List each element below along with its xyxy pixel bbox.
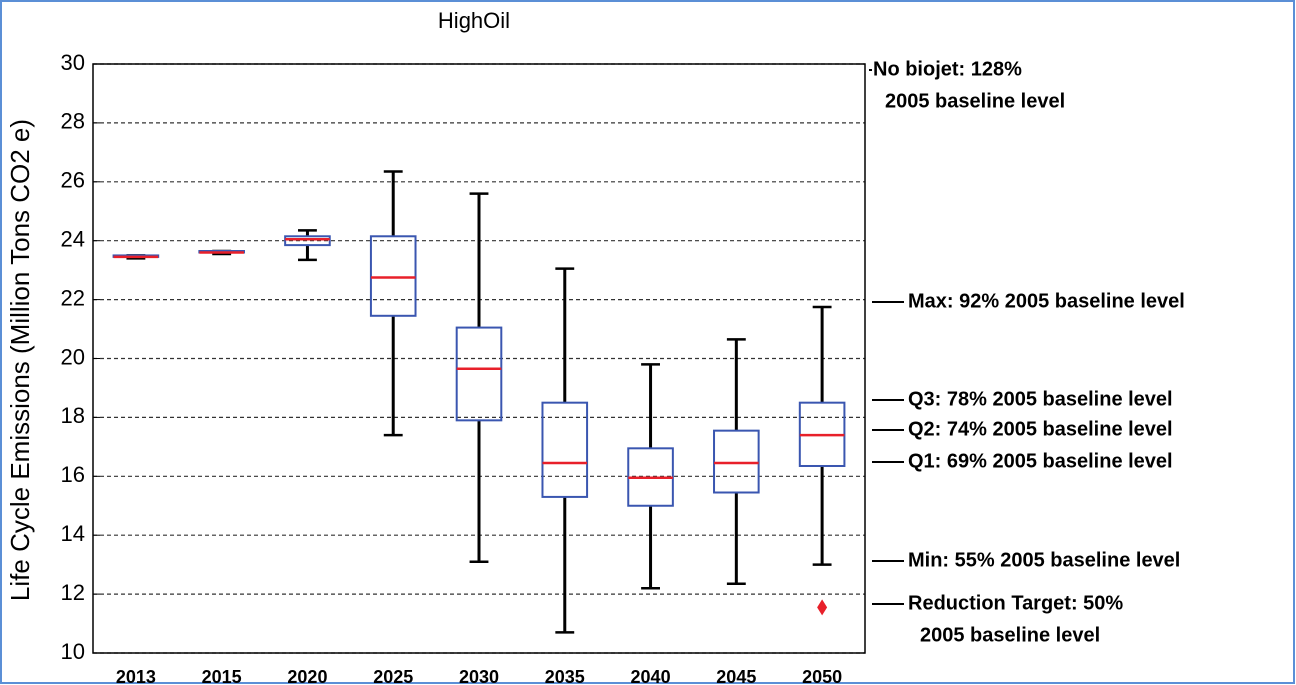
x-tick-label: 2030 (459, 667, 499, 685)
y-tick-label: 16 (61, 462, 85, 487)
annotation: No biojet: 128% (873, 58, 1022, 80)
y-tick-label: 22 (61, 285, 85, 310)
annotation: Max: 92% 2005 baseline level (908, 290, 1185, 312)
y-tick-label: 14 (61, 521, 85, 546)
annotation: 2005 baseline level (920, 624, 1100, 646)
box (369, 235, 417, 317)
box (455, 326, 503, 422)
annotation: Min: 55% 2005 baseline level (908, 549, 1180, 571)
x-tick-label: 2045 (716, 667, 756, 685)
y-tick-label: 30 (61, 50, 85, 75)
box (541, 401, 589, 498)
x-tick-label: 2040 (631, 667, 671, 685)
annotation: 2005 baseline level (885, 90, 1065, 112)
outlier (817, 599, 828, 616)
y-axis-label: Life Cycle Emissions (Million Tons CO2 e… (5, 119, 35, 601)
y-tick-label: 10 (61, 639, 85, 664)
x-tick-label: 2020 (287, 667, 327, 685)
y-tick-label: 12 (61, 580, 85, 605)
box (713, 429, 760, 494)
annotation: Q2: 74% 2005 baseline level (908, 418, 1173, 440)
y-tick-label: 28 (61, 109, 85, 134)
annotation: Reduction Target: 50% (908, 592, 1123, 614)
x-tick-label: 2015 (202, 667, 242, 685)
y-tick-label: 26 (61, 168, 85, 193)
chart-title: HighOil (438, 8, 510, 33)
box (284, 235, 331, 247)
x-tick-label: 2050 (802, 667, 842, 685)
plot-frame (92, 63, 866, 654)
y-tick-label: 24 (61, 227, 85, 252)
y-tick-label: 18 (61, 403, 85, 428)
x-tick-label: 2035 (545, 667, 585, 685)
x-tick-label: 2025 (373, 667, 413, 685)
y-tick-label: 20 (61, 344, 85, 369)
annotation: Q1: 69% 2005 baseline level (908, 450, 1173, 472)
x-tick-label: 2013 (116, 667, 156, 685)
annotation: Q3: 78% 2005 baseline level (908, 388, 1173, 410)
